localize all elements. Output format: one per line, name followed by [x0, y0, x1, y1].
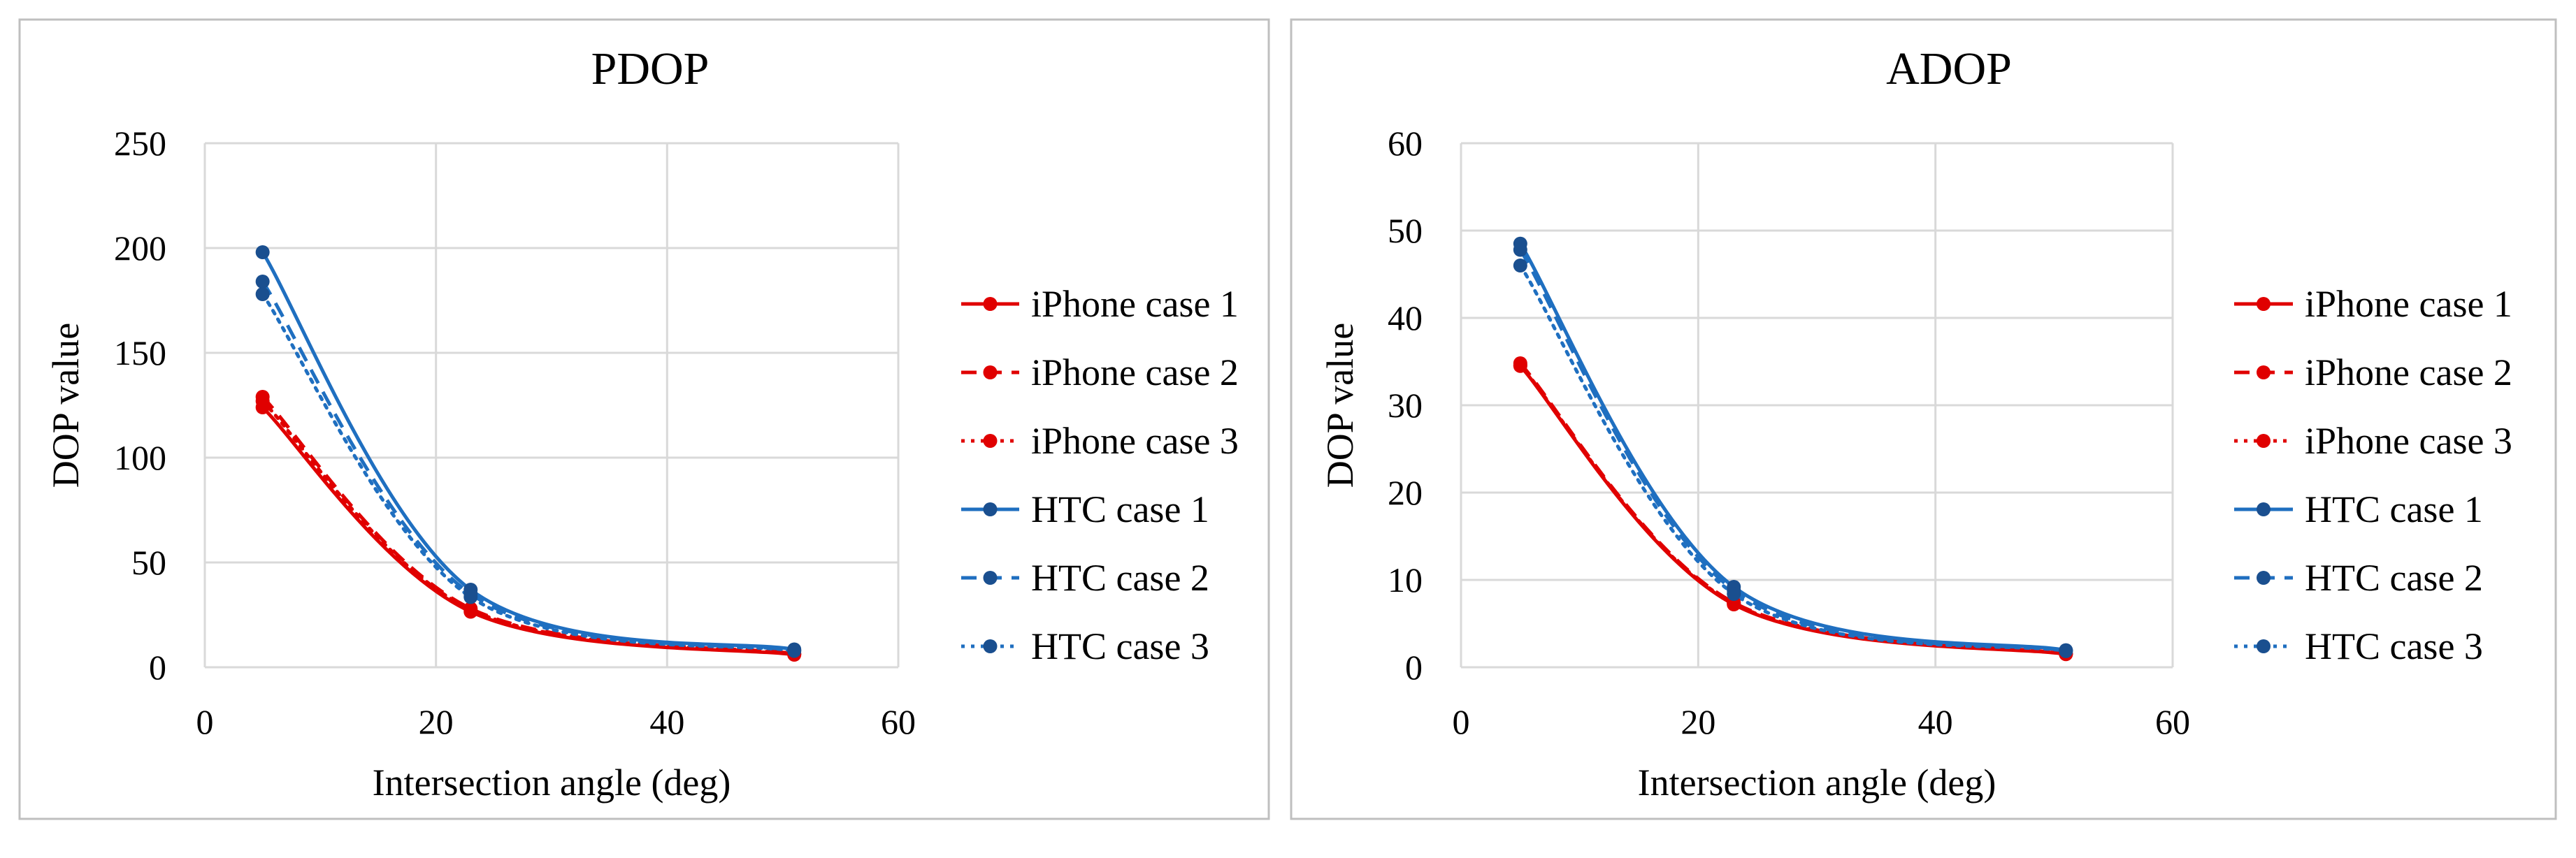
adop-frame: [1290, 18, 2557, 820]
pdop-y-tick-label: 0: [149, 648, 166, 687]
pdop-point-htc-case-1: [255, 245, 270, 259]
legend-label-htc-case-2: HTC case 2: [2305, 557, 2483, 599]
legend-label-htc-case-1: HTC case 1: [1031, 488, 1209, 530]
pdop-chart-panel: PDOP 0 50 100 150 200 250 0 20 40 60 Intersection a…: [18, 18, 1270, 820]
pdop-point-htc-case-2: [255, 275, 270, 289]
legend-label-htc-case-3: HTC case 3: [2305, 625, 2483, 667]
pdop-point-htc-case-3: [787, 644, 802, 658]
adop-title: ADOP: [1886, 43, 2012, 94]
pdop-y-tick-label: 250: [114, 124, 166, 163]
adop-point-htc-case-2: [1513, 242, 1527, 257]
adop-y-tick-label: 30: [1388, 386, 1423, 425]
adop-y-tick-label: 20: [1388, 473, 1423, 512]
adop-point-htc-case-3: [2059, 644, 2073, 658]
pdop-x-tick-label: 20: [419, 702, 454, 741]
pdop-series-line-htc-case-3: [261, 292, 796, 653]
legend-marker-htc-case-2: [2257, 571, 2271, 585]
legend-label-iphone-case-2: iPhone case 2: [1031, 351, 1239, 393]
adop-chart-panel: ADOP 0 10 20 30 40 50 60 0 20 40 60 Intersection ang…: [1290, 18, 2557, 820]
legend-marker-htc-case-2: [983, 571, 998, 585]
adop-y-tick-label: 60: [1388, 124, 1423, 163]
legend-marker-iphone-case-3: [983, 434, 998, 448]
legend-marker-htc-case-3: [2257, 639, 2271, 653]
pdop-y-tick-label: 50: [131, 543, 166, 582]
adop-x-tick-label: 20: [1681, 702, 1715, 741]
adop-point-htc-case-3: [1513, 259, 1527, 272]
pdop-frame: [18, 18, 1270, 820]
legend-label-iphone-case-3: iPhone case 3: [2305, 420, 2512, 462]
adop-y-tick-label: 10: [1388, 560, 1423, 599]
pdop-x-tick-label: 40: [649, 702, 684, 741]
adop-y-tick-label: 50: [1388, 211, 1423, 250]
adop-point-iphone-case-3: [1513, 358, 1527, 372]
pdop-point-htc-case-3: [255, 287, 270, 301]
pdop-point-htc-case-3: [463, 590, 478, 604]
legend-label-htc-case-2: HTC case 2: [1031, 557, 1209, 599]
pdop-point-iphone-case-3: [255, 394, 270, 408]
adop-y-tick-label: 0: [1405, 648, 1423, 687]
legend-marker-htc-case-1: [983, 502, 998, 516]
pdop-x-tick-label: 60: [881, 702, 916, 741]
legend-label-iphone-case-2: iPhone case 2: [2305, 351, 2512, 393]
adop-point-htc-case-3: [1727, 587, 1741, 601]
legend-marker-iphone-case-1: [983, 297, 998, 311]
legend-label-htc-case-3: HTC case 3: [1031, 625, 1209, 667]
legend-label-iphone-case-3: iPhone case 3: [1031, 420, 1239, 462]
pdop-series-line-iphone-case-2: [261, 395, 795, 655]
adop-y-axis-title: DOP value: [1319, 323, 1361, 488]
pdop-x-axis-title: Intersection angle (deg): [373, 762, 731, 804]
pdop-y-tick-label: 150: [114, 333, 166, 372]
legend-marker-iphone-case-1: [2257, 297, 2271, 311]
pdop-y-tick-label: 200: [114, 228, 166, 268]
legend-marker-htc-case-3: [983, 639, 998, 653]
pdop-y-axis-title: DOP value: [45, 323, 87, 488]
adop-x-tick-label: 40: [1918, 702, 1953, 741]
legend-marker-iphone-case-2: [983, 365, 998, 379]
adop-x-axis-title: Intersection angle (deg): [1638, 762, 1996, 804]
legend-label-htc-case-1: HTC case 1: [2305, 488, 2483, 530]
legend-label-iphone-case-1: iPhone case 1: [1031, 283, 1239, 325]
legend-marker-iphone-case-3: [2257, 434, 2271, 448]
adop-x-tick-label: 0: [1453, 702, 1470, 741]
pdop-y-tick-label: 100: [114, 438, 166, 477]
legend-marker-htc-case-1: [2257, 502, 2271, 516]
adop-point-iphone-case-3: [1727, 596, 1741, 611]
legend-label-iphone-case-1: iPhone case 1: [2305, 283, 2512, 325]
pdop-point-iphone-case-3: [463, 602, 478, 617]
pdop-x-tick-label: 0: [196, 702, 214, 741]
adop-y-tick-label: 40: [1388, 298, 1423, 337]
legend-marker-iphone-case-2: [2257, 365, 2271, 379]
adop-x-tick-label: 60: [2155, 702, 2190, 741]
pdop-title: PDOP: [591, 43, 710, 94]
